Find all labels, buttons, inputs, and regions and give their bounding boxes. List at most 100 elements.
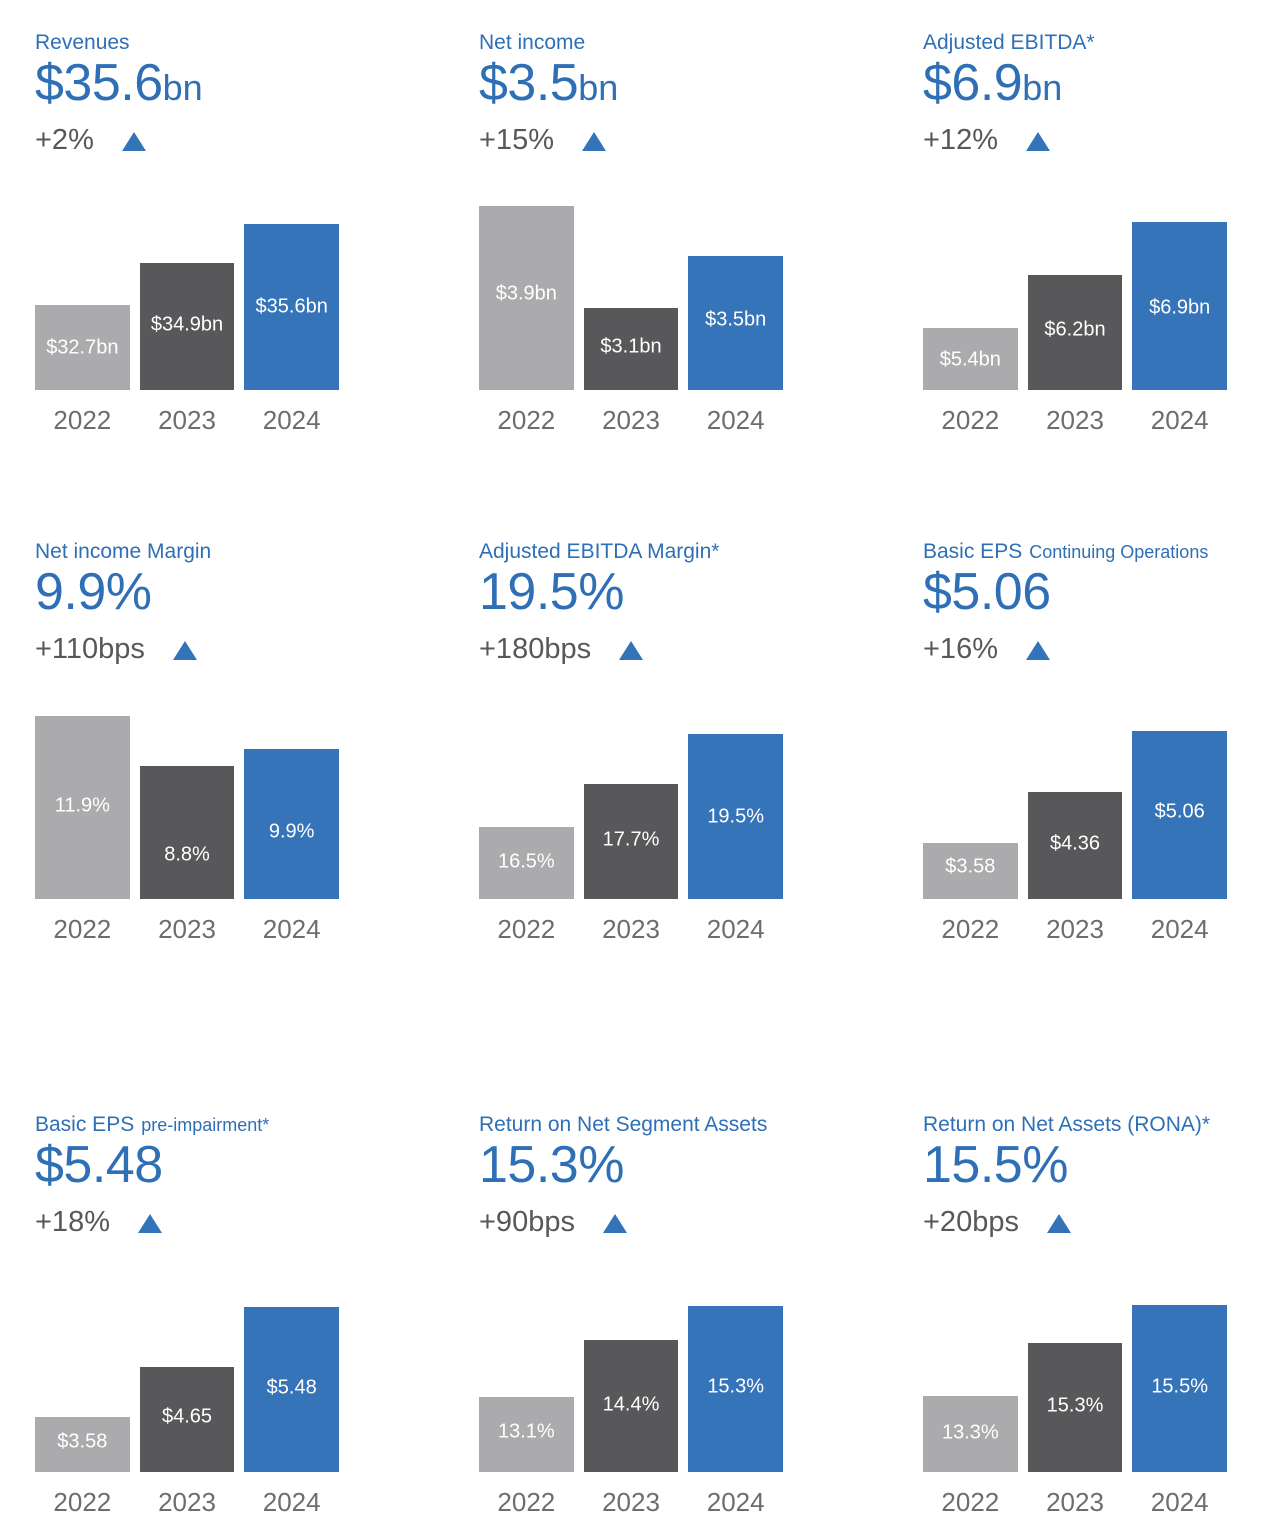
headline-value: 9.9% xyxy=(35,563,152,626)
bar-chart: 16.5% 17.7% 19.5% xyxy=(479,697,784,899)
panel-title-main: Basic EPS xyxy=(923,540,1023,563)
panel-title: Basic EPS Continuing Operations xyxy=(923,539,1208,565)
headline-number: $6.9 xyxy=(923,54,1023,112)
year-label: 2023 xyxy=(602,1487,660,1517)
up-triangle-icon xyxy=(172,641,197,660)
bar-value-label: $34.9bn xyxy=(150,313,224,336)
year-label: 2023 xyxy=(158,1487,216,1517)
year-label: 2023 xyxy=(1046,914,1104,944)
year-label: 2022 xyxy=(941,405,1000,435)
change-value: +180bps xyxy=(479,633,592,665)
year-label: 2022 xyxy=(53,405,112,435)
headline-value: $3.5bn xyxy=(479,54,618,117)
kpi-panel-revenues: Revenues $35.6bn +2% $32.7bn $34.9bn $35… xyxy=(35,30,340,440)
kpi-panel-basic-eps-continuing-operations: Basic EPS Continuing Operations $5.06 +16… xyxy=(923,539,1228,949)
bar-2024: 15.3% xyxy=(688,1306,784,1472)
bar-chart: $3.58 $4.36 $5.06 xyxy=(923,697,1228,899)
bar-2024: 15.5% xyxy=(1132,1305,1228,1472)
change-value: +2% xyxy=(35,124,94,156)
year-labels: 2022 2023 2024 xyxy=(923,1486,1227,1518)
year-label: 2024 xyxy=(706,1487,765,1517)
year-label: 2022 xyxy=(497,914,556,944)
bar-value-label: $3.5bn xyxy=(705,308,767,331)
headline-number: 15.3% xyxy=(479,1136,624,1194)
year-labels: 2022 2023 2024 xyxy=(35,404,339,436)
year-label: 2024 xyxy=(262,1487,321,1517)
bar-value-label: $4.36 xyxy=(1049,832,1101,855)
change-indicator: +15% xyxy=(479,124,606,157)
bar-value-label: $3.58 xyxy=(945,855,996,878)
panel-title-suffix: pre-impairment* xyxy=(141,1115,270,1135)
bar-value-label: $5.06 xyxy=(1154,800,1205,823)
kpi-panel-net-income-margin: Net income Margin 9.9% +110bps 11.9% 8.8… xyxy=(35,539,340,949)
change-indicator: +12% xyxy=(923,124,1050,157)
bar-2023: 8.8% xyxy=(139,766,235,899)
change-indicator: +2% xyxy=(35,124,146,157)
panel-title: Net income xyxy=(479,30,592,56)
bar-value-label: $32.7bn xyxy=(46,336,119,358)
headline-value: $5.48 xyxy=(35,1136,163,1199)
year-label: 2023 xyxy=(1046,405,1104,435)
kpi-panel-adjusted-ebitda-margin: Adjusted EBITDA Margin* 19.5% +180bps 16… xyxy=(479,539,784,949)
panel-title-main: Net income Margin xyxy=(35,540,212,563)
headline-value: $5.06 xyxy=(923,563,1051,626)
up-triangle-icon xyxy=(1025,641,1050,660)
headline-value: $35.6bn xyxy=(35,54,203,117)
up-triangle-icon xyxy=(1025,132,1050,151)
change-indicator: +20bps xyxy=(923,1206,1071,1239)
year-label: 2023 xyxy=(158,405,216,435)
year-label: 2022 xyxy=(941,914,1000,944)
bar-value-label: 17.7% xyxy=(602,828,660,851)
bar-value-label: 16.5% xyxy=(497,850,555,873)
bar-2023: $6.2bn xyxy=(1027,275,1123,390)
panel-title: Net income Margin xyxy=(35,539,218,565)
year-label: 2022 xyxy=(941,1487,1000,1517)
year-label: 2024 xyxy=(1150,405,1209,435)
year-label: 2023 xyxy=(602,405,660,435)
year-label: 2024 xyxy=(706,405,765,435)
bar-chart: 13.3% 15.3% 15.5% xyxy=(923,1270,1228,1472)
year-label: 2024 xyxy=(1150,1487,1209,1517)
year-label: 2024 xyxy=(262,914,321,944)
year-label: 2022 xyxy=(53,1487,112,1517)
year-label: 2023 xyxy=(158,914,216,944)
year-label: 2022 xyxy=(497,405,556,435)
bar-2022: 16.5% xyxy=(479,827,574,899)
year-labels: 2022 2023 2024 xyxy=(479,913,783,945)
headline-number: 15.5% xyxy=(923,1136,1068,1194)
bar-value-label: $5.4bn xyxy=(939,348,1001,371)
panel-title-main: Adjusted EBITDA* xyxy=(923,31,1095,54)
bar-value-label: $3.58 xyxy=(57,1430,108,1453)
change-value: +15% xyxy=(479,124,554,156)
headline-unit: bn xyxy=(578,67,619,108)
bar-2022: $3.58 xyxy=(923,843,1018,899)
bar-value-label: 15.3% xyxy=(1046,1394,1104,1417)
year-label: 2024 xyxy=(706,914,765,944)
bar-2024: 9.9% xyxy=(244,749,340,899)
headline-number: 19.5% xyxy=(479,563,624,621)
year-label: 2024 xyxy=(1150,914,1209,944)
panel-title: Revenues xyxy=(35,30,137,56)
change-value: +16% xyxy=(923,633,998,665)
bar-value-label: $35.6bn xyxy=(255,295,328,318)
year-labels: 2022 2023 2024 xyxy=(923,913,1227,945)
headline-number: $3.5 xyxy=(479,54,579,112)
year-labels: 2022 2023 2024 xyxy=(35,913,339,945)
up-triangle-icon xyxy=(602,1214,627,1233)
bar-2023: 17.7% xyxy=(583,784,679,899)
headline-value: $6.9bn xyxy=(923,54,1062,117)
change-value: +90bps xyxy=(479,1206,575,1238)
year-label: 2023 xyxy=(602,914,660,944)
bar-value-label: $3.1bn xyxy=(600,335,662,358)
bar-chart: 11.9% 8.8% 9.9% xyxy=(35,697,340,899)
bar-value-label: 8.8% xyxy=(164,843,210,866)
change-indicator: +16% xyxy=(923,633,1050,666)
bar-chart: $32.7bn $34.9bn $35.6bn xyxy=(35,188,340,390)
panel-title-main: Adjusted EBITDA Margin* xyxy=(479,540,720,563)
panel-title-main: Net income xyxy=(479,31,586,54)
change-value: +20bps xyxy=(923,1206,1019,1238)
panel-title-main: Basic EPS xyxy=(35,1113,135,1136)
panel-title: Adjusted EBITDA* xyxy=(923,30,1102,56)
panel-title: Basic EPS pre-impairment* xyxy=(35,1112,269,1138)
